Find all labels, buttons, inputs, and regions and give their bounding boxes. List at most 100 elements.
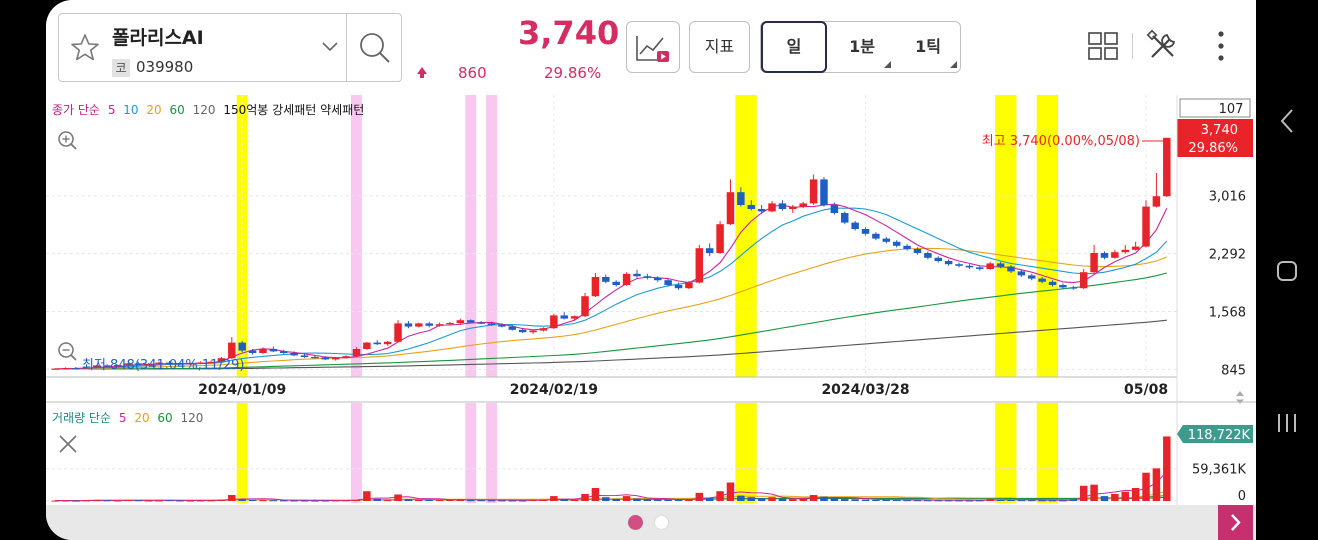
candle-body [311, 357, 319, 359]
volume-bar [487, 500, 496, 502]
indicator-button[interactable]: 지표 [689, 21, 750, 73]
volume-bar [757, 498, 766, 501]
candle-body [674, 285, 683, 289]
grid-icon[interactable] [1083, 26, 1123, 66]
candle-body [757, 209, 766, 212]
candle-body [830, 205, 839, 213]
volume-bar [383, 500, 392, 502]
candle-body [1007, 266, 1015, 272]
volume-bar [892, 500, 901, 502]
period-1tick-button[interactable]: 1틱 [895, 22, 961, 72]
star-icon[interactable] [69, 32, 101, 64]
candle-body [144, 363, 153, 365]
candle-body [477, 322, 485, 324]
candle-body [113, 365, 122, 367]
more-vertical-icon[interactable] [1201, 26, 1241, 66]
zoom-in-icon[interactable] [58, 131, 77, 150]
candle-body [176, 363, 184, 365]
chart-type-button[interactable] [626, 21, 680, 73]
chevron-down-icon[interactable] [321, 38, 339, 56]
stock-selector[interactable]: 폴라리스AI 코 039980 [58, 13, 402, 82]
home-icon[interactable] [1275, 259, 1299, 283]
back-icon[interactable] [1276, 106, 1298, 136]
price-tick-label: 3,016 [1209, 190, 1246, 205]
tools-icon[interactable] [1143, 26, 1183, 66]
page-indicator-active[interactable] [628, 515, 643, 530]
candle-body [1048, 281, 1057, 285]
candle-body [124, 363, 132, 365]
candle-body [550, 315, 558, 329]
volume-bar [1017, 500, 1026, 502]
candle-body [165, 362, 174, 364]
volume-bar [1121, 491, 1129, 501]
candle-body [300, 355, 309, 357]
candle-body [196, 362, 205, 364]
candle-body [965, 265, 974, 268]
candle-body [228, 342, 236, 359]
volume-bar [539, 499, 548, 501]
strong-pattern-highlight [1047, 403, 1058, 503]
strong-pattern-highlight [236, 403, 248, 503]
volume-y-axis: 59,361K 0 [1192, 463, 1246, 504]
volume-bar [913, 500, 922, 502]
legend-ma5: 5 [108, 103, 116, 117]
price-tick-label: 1,568 [1209, 306, 1246, 321]
candle-body [560, 315, 568, 319]
price-y-axis: 3,016 2,292 1,568 845 [1209, 190, 1246, 379]
volume-bar [560, 499, 568, 501]
zoom-out-icon[interactable] [58, 342, 77, 361]
close-icon[interactable] [59, 435, 77, 453]
page-indicator-inactive[interactable] [654, 515, 669, 530]
volume-bar [331, 500, 340, 502]
volume-bar [1069, 499, 1078, 501]
moving-average-lines [55, 203, 1168, 370]
search-button[interactable] [346, 14, 401, 81]
weak-pattern-highlight [351, 95, 362, 377]
period-day-button[interactable]: 일 [761, 21, 827, 73]
candle-body [1069, 287, 1078, 289]
last-pct-label: 29.86% [1188, 141, 1238, 156]
period-1min-button[interactable]: 1분 [829, 22, 895, 72]
volume-bar [144, 500, 153, 502]
vol-legend-ma120: 120 [181, 411, 204, 425]
volume-bar [622, 496, 631, 501]
volume-bar [841, 499, 849, 501]
volume-bar [467, 500, 475, 502]
volume-last-box [1177, 425, 1253, 443]
strong-pattern-highlight [995, 403, 1007, 503]
price-volume-chart[interactable]: 종가 단순 5 10 20 60 120 150억봉 강세패턴 약세패턴 [46, 95, 1256, 505]
volume-bar [737, 495, 745, 501]
next-page-button[interactable] [1218, 505, 1253, 540]
stock-code: 039980 [136, 58, 194, 76]
volume-bar [124, 500, 132, 502]
candle-body [446, 323, 454, 325]
volume-bar [477, 500, 485, 502]
candle-body [383, 341, 392, 345]
volume-bar [311, 500, 319, 502]
candle-body [259, 349, 267, 353]
volume-bar [217, 499, 226, 501]
volume-bar [633, 498, 641, 501]
candle-body [1079, 272, 1088, 289]
candle-body [809, 179, 818, 204]
period-1tick-label: 1틱 [915, 37, 941, 56]
candle-body [82, 367, 91, 369]
candle-body [487, 323, 496, 325]
chart-area[interactable]: 종가 단순 5 10 20 60 120 150억봉 강세패턴 약세패턴 [46, 95, 1256, 505]
candle-body [1028, 275, 1036, 279]
volume-bar [924, 500, 932, 502]
recents-icon[interactable] [1275, 411, 1299, 435]
volume-bar [674, 499, 683, 501]
volume-bar [1059, 500, 1067, 502]
volume-bar [726, 482, 735, 501]
volume-bar [165, 500, 174, 502]
volume-bar [446, 499, 454, 501]
candle-body [622, 273, 631, 285]
volume-bar [1038, 500, 1046, 502]
volume-bar [965, 500, 974, 502]
volume-bar [518, 500, 527, 502]
candle-body [498, 325, 506, 327]
candle-body [976, 267, 984, 269]
volume-bar [1163, 436, 1171, 501]
volume-bar [705, 497, 714, 501]
